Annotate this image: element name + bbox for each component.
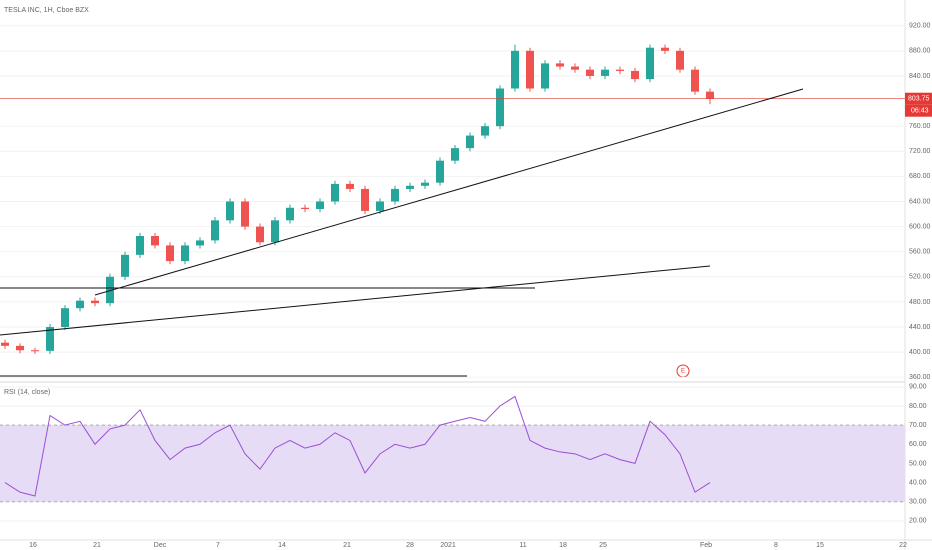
candle-body xyxy=(151,236,159,246)
candle-body xyxy=(436,160,444,183)
rsi-band xyxy=(0,425,905,502)
candle-body xyxy=(556,63,564,67)
x-tick-label: 14 xyxy=(278,542,286,549)
last-price-box xyxy=(905,92,932,105)
x-tick-label: 22 xyxy=(899,542,907,549)
x-tick-label: 7 xyxy=(216,542,220,549)
y-tick-label: 50.00 xyxy=(909,460,927,467)
candle-body xyxy=(661,47,669,51)
candle-body xyxy=(601,69,609,76)
candle-body xyxy=(136,236,144,255)
y-tick-label: 360.00 xyxy=(909,374,931,381)
event-marker[interactable]: E xyxy=(681,369,685,375)
y-tick-label: 400.00 xyxy=(909,349,931,356)
candle-body xyxy=(361,188,369,211)
candle-body xyxy=(391,188,399,202)
x-tick-label: 21 xyxy=(343,542,351,549)
y-tick-label: 20.00 xyxy=(909,518,927,525)
y-tick-label: 680.00 xyxy=(909,173,931,180)
candle-body xyxy=(586,69,594,76)
y-tick-label: 560.00 xyxy=(909,249,931,256)
candle-body xyxy=(121,254,129,277)
y-tick-label: 520.00 xyxy=(909,274,931,281)
candle-body xyxy=(346,183,354,189)
last-price-label: 803.75 xyxy=(908,96,930,103)
candle-body xyxy=(1,342,9,346)
y-tick-label: 840.00 xyxy=(909,73,931,80)
candle-body xyxy=(16,345,24,351)
candle-body xyxy=(331,183,339,202)
candle-body xyxy=(271,220,279,243)
y-tick-label: 440.00 xyxy=(909,324,931,331)
x-tick-label: 25 xyxy=(599,542,607,549)
candle-body xyxy=(181,245,189,262)
candle-body xyxy=(451,148,459,161)
candle-body xyxy=(406,185,414,189)
candle-body xyxy=(691,69,699,92)
drawings xyxy=(0,88,804,377)
y-tick-label: 80.00 xyxy=(909,403,927,410)
candle-body xyxy=(466,135,474,149)
candle-body xyxy=(496,88,504,127)
candle-body xyxy=(46,327,54,351)
candle-body xyxy=(421,182,429,186)
x-tick-label: 16 xyxy=(29,542,37,549)
countdown-box xyxy=(905,104,932,117)
y-tick-label: 70.00 xyxy=(909,422,927,429)
rsi-line xyxy=(4,395,711,497)
chart-title: TESLA INC, 1H, Cboe BZX xyxy=(4,7,89,14)
candle-body xyxy=(481,126,489,136)
candle-body xyxy=(211,220,219,241)
x-tick-label: 8 xyxy=(774,542,778,549)
y-tick-label: 920.00 xyxy=(909,23,931,30)
candle-body xyxy=(526,50,534,89)
candle-body xyxy=(706,91,714,99)
candle-body xyxy=(196,240,204,246)
candle-body xyxy=(106,276,114,304)
x-tick-label: 2021 xyxy=(440,542,456,549)
candle-body xyxy=(91,300,99,304)
y-tick-label: 600.00 xyxy=(909,223,931,230)
y-tick-label: 760.00 xyxy=(909,123,931,130)
x-tick-label: 21 xyxy=(93,542,101,549)
y-tick-label: 30.00 xyxy=(909,499,927,506)
y-tick-label: 60.00 xyxy=(909,441,927,448)
candle-body xyxy=(616,69,624,71)
candle-body xyxy=(571,66,579,70)
candle-body xyxy=(76,300,84,309)
y-tick-label: 720.00 xyxy=(909,148,931,155)
candle-body xyxy=(541,63,549,89)
x-tick-label: 28 xyxy=(406,542,414,549)
x-tick-label: 11 xyxy=(519,542,526,549)
candle-body xyxy=(286,207,294,221)
countdown: 06:43 xyxy=(911,108,929,115)
candle-body xyxy=(301,207,309,210)
x-tick-label: Dec xyxy=(154,542,167,549)
candle-body xyxy=(31,350,39,352)
candle-body xyxy=(376,201,384,211)
x-tick-label: Feb xyxy=(700,542,712,549)
rsi-title: RSI (14, close) xyxy=(4,389,50,396)
trend-line xyxy=(0,265,711,336)
x-tick-label: 18 xyxy=(559,542,567,549)
candle-body xyxy=(226,201,234,221)
y-tick-label: 40.00 xyxy=(909,479,927,486)
trend-line xyxy=(94,88,804,296)
candle-body xyxy=(166,245,174,262)
candle-body xyxy=(511,50,519,89)
candle-body xyxy=(316,201,324,210)
candle-body xyxy=(676,50,684,70)
y-tick-label: 480.00 xyxy=(909,299,931,306)
candle-body xyxy=(256,226,264,243)
y-tick-label: 640.00 xyxy=(909,198,931,205)
y-tick-label: 880.00 xyxy=(909,48,931,55)
y-tick-label: 90.00 xyxy=(909,384,927,391)
x-tick-label: 15 xyxy=(816,542,824,549)
candle-body xyxy=(61,308,69,328)
candle-body xyxy=(646,47,654,80)
candle-body xyxy=(241,201,249,227)
candle-body xyxy=(631,70,639,80)
